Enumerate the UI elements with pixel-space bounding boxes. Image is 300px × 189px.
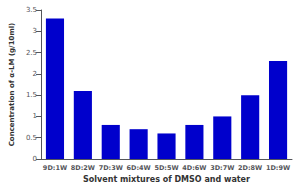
svg-text:0.5: 0.5 — [26, 134, 37, 142]
svg-text:0: 0 — [33, 155, 37, 163]
svg-text:1D:9W: 1D:9W — [266, 164, 290, 172]
svg-text:1.5: 1.5 — [26, 91, 37, 99]
svg-text:3D:7W: 3D:7W — [210, 164, 234, 172]
svg-text:2: 2 — [33, 70, 37, 78]
svg-text:6D:4W: 6D:4W — [127, 164, 151, 172]
svg-text:3: 3 — [33, 27, 37, 35]
svg-text:2D:8W: 2D:8W — [238, 164, 262, 172]
svg-text:Concentration of α-LM (g/10ml): Concentration of α-LM (g/10ml) — [8, 23, 16, 147]
svg-text:7D:3W: 7D:3W — [99, 164, 123, 172]
svg-text:8D:2W: 8D:2W — [71, 164, 95, 172]
svg-text:1: 1 — [33, 112, 37, 120]
svg-text:Solvent mixtures of DMSO and w: Solvent mixtures of DMSO and water — [83, 175, 250, 184]
svg-text:5D:5W: 5D:5W — [154, 164, 178, 172]
svg-text:9D:1W: 9D:1W — [43, 164, 67, 172]
svg-text:4D:6W: 4D:6W — [182, 164, 206, 172]
svg-text:2.5: 2.5 — [26, 49, 37, 57]
svg-text:3.5: 3.5 — [26, 6, 37, 14]
